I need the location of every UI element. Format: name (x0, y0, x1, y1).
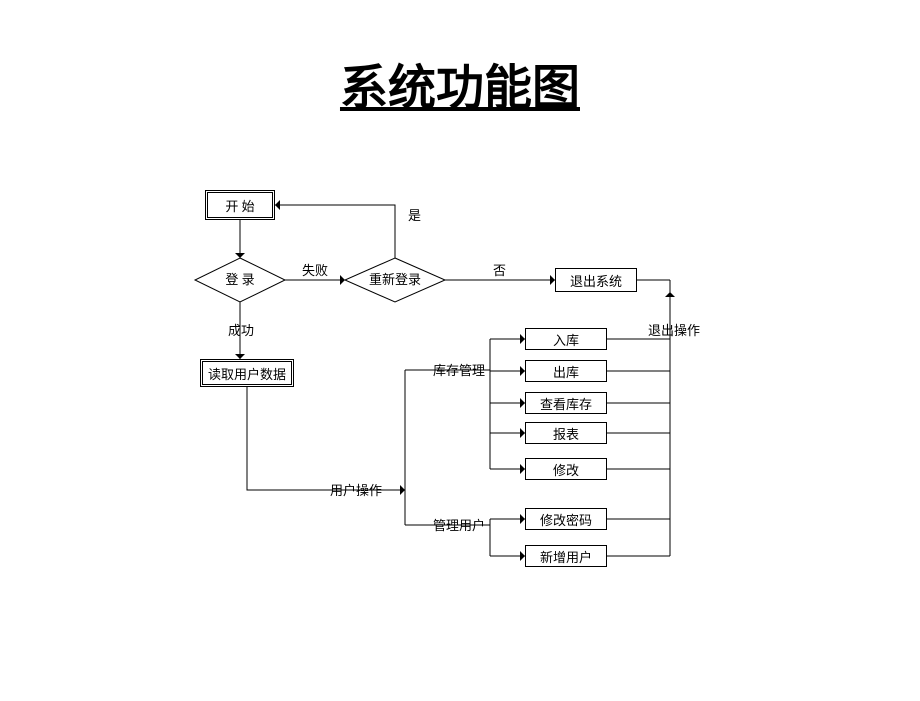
node-outbound: 出库 (525, 360, 607, 382)
flowchart-edges: 登 录 重新登录 (170, 180, 790, 600)
node-start: 开 始 (205, 190, 275, 220)
edge-label-lbl_stockmgmt: 库存管理 (433, 360, 485, 379)
node-edit: 修改 (525, 458, 607, 480)
page-title: 系统功能图 (0, 48, 920, 118)
edge-e_relogin_yes (275, 205, 395, 258)
node-report: 报表 (525, 422, 607, 444)
edge-label-lbl_no: 否 (493, 260, 506, 279)
node-label-login: 登 录 (225, 272, 254, 287)
edge-label-lbl_success: 成功 (228, 320, 254, 339)
page: 系统功能图 登 录 重新登录 开 始退出系统读取用户数据 入库出库查看库存报表修改修… (0, 0, 920, 701)
flowchart-canvas: 登 录 重新登录 开 始退出系统读取用户数据 入库出库查看库存报表修改修改密码新增用… (170, 180, 790, 600)
node-viewstock: 查看库存 (525, 392, 607, 414)
edge-label-lbl_fail: 失败 (302, 260, 328, 279)
node-chpw: 修改密码 (525, 508, 607, 530)
node-readuser: 读取用户数据 (200, 359, 294, 387)
node-adduser: 新增用户 (525, 545, 607, 567)
edge-label-lbl_yes: 是 (408, 205, 421, 224)
edge-label-lbl_exitop: 退出操作 (648, 320, 700, 339)
edge-label-lbl_userop: 用户操作 (330, 480, 382, 499)
edge-label-lbl_mguser: 管理用户 (433, 515, 485, 534)
edge-e_read_userop (247, 387, 405, 490)
node-exit: 退出系统 (555, 268, 637, 292)
node-label-relogin: 重新登录 (369, 272, 421, 287)
node-inbound: 入库 (525, 328, 607, 350)
